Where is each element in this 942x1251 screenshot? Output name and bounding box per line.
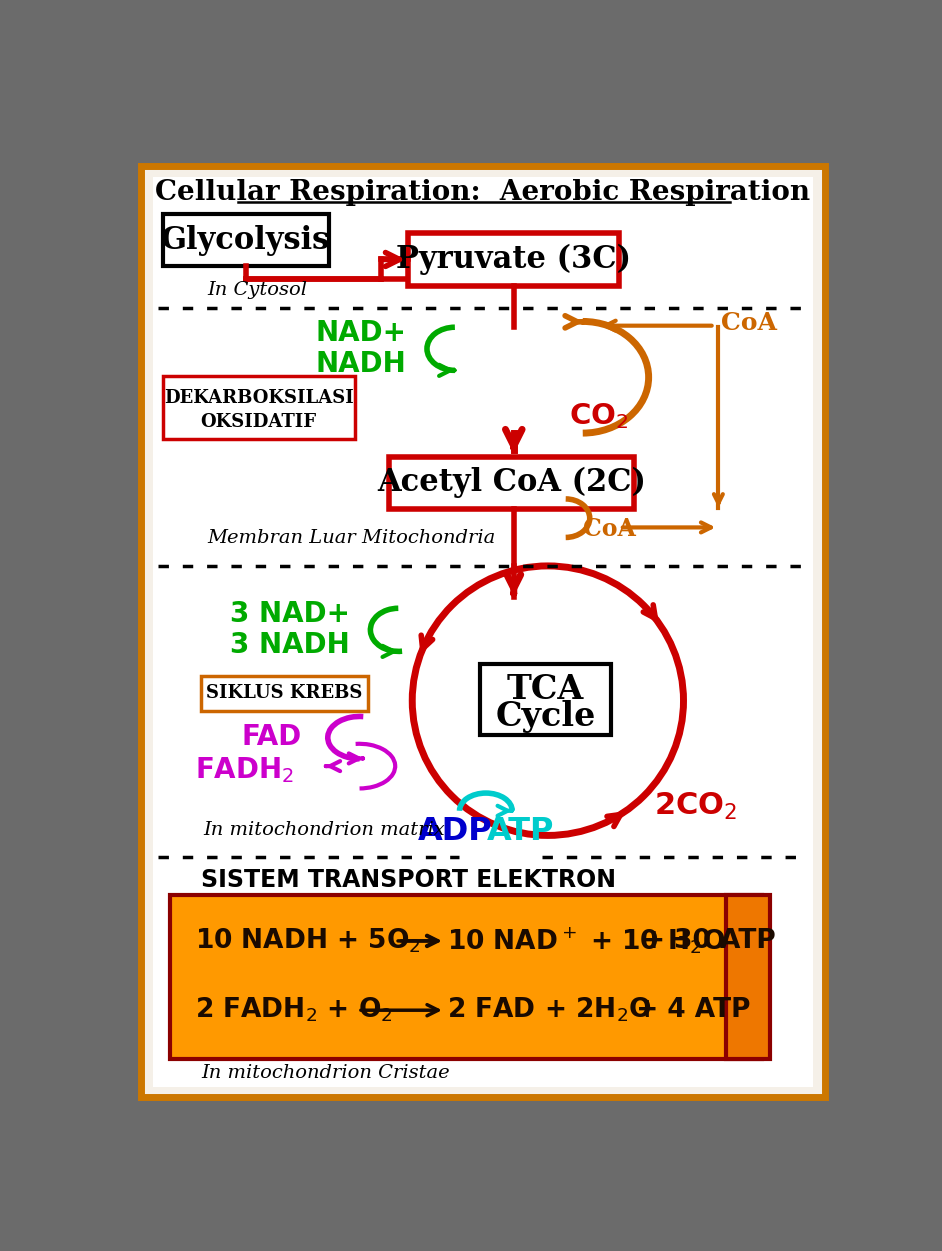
FancyBboxPatch shape xyxy=(480,664,610,736)
Text: OKSIDATIF: OKSIDATIF xyxy=(201,413,317,430)
Text: Membran Luar Mitochondria: Membran Luar Mitochondria xyxy=(207,529,495,547)
Text: TCA: TCA xyxy=(507,673,584,706)
Text: 10 NAD$^+$ + 10 H$_2$O: 10 NAD$^+$ + 10 H$_2$O xyxy=(447,926,725,956)
Text: Cycle: Cycle xyxy=(495,699,595,733)
Text: 3 NAD+: 3 NAD+ xyxy=(230,600,350,628)
Text: SIKLUS KREBS: SIKLUS KREBS xyxy=(206,684,363,702)
Text: Acetyl CoA (2C): Acetyl CoA (2C) xyxy=(377,467,646,498)
FancyBboxPatch shape xyxy=(141,165,824,1097)
Text: In Cytosol: In Cytosol xyxy=(207,281,307,299)
FancyBboxPatch shape xyxy=(389,457,634,509)
FancyBboxPatch shape xyxy=(163,375,355,439)
Text: + 30 ATP: + 30 ATP xyxy=(643,928,776,955)
Text: CoA: CoA xyxy=(583,517,636,540)
FancyBboxPatch shape xyxy=(726,896,770,1060)
Text: In mitochondrion matrix: In mitochondrion matrix xyxy=(203,822,445,839)
Text: CoA: CoA xyxy=(721,311,777,335)
Text: FADH$_2$: FADH$_2$ xyxy=(195,756,295,784)
Text: DEKARBOKSILASI: DEKARBOKSILASI xyxy=(164,389,353,407)
Text: 3 NADH: 3 NADH xyxy=(231,632,350,659)
Text: Pyruvate (3C): Pyruvate (3C) xyxy=(397,244,631,275)
Text: NAD+: NAD+ xyxy=(315,319,406,348)
Text: Glycolysis: Glycolysis xyxy=(161,225,331,255)
Text: 10 NADH + 5O$_2$: 10 NADH + 5O$_2$ xyxy=(195,927,421,956)
FancyBboxPatch shape xyxy=(409,233,619,285)
Text: CO$_2$: CO$_2$ xyxy=(569,400,628,430)
Text: FAD: FAD xyxy=(242,723,302,751)
Text: 2 FADH$_2$ + O$_2$: 2 FADH$_2$ + O$_2$ xyxy=(195,996,393,1025)
Text: 2 FAD + 2H$_2$O: 2 FAD + 2H$_2$O xyxy=(447,996,652,1025)
Text: In mitochondrion Cristae: In mitochondrion Cristae xyxy=(202,1063,450,1082)
Text: SISTEM TRANSPORT ELEKTRON: SISTEM TRANSPORT ELEKTRON xyxy=(202,868,616,892)
FancyBboxPatch shape xyxy=(171,896,762,1060)
Text: 2CO$_2$: 2CO$_2$ xyxy=(654,791,738,822)
FancyBboxPatch shape xyxy=(202,676,368,711)
Text: NADH: NADH xyxy=(316,350,406,378)
Text: ATP: ATP xyxy=(487,816,555,847)
Text: Cellular Respiration:  Aerobic Respiration: Cellular Respiration: Aerobic Respiratio… xyxy=(155,179,810,206)
FancyBboxPatch shape xyxy=(163,214,330,266)
Text: ADP: ADP xyxy=(417,816,493,847)
Text: + 4 ATP: + 4 ATP xyxy=(618,997,750,1023)
FancyBboxPatch shape xyxy=(153,178,813,1087)
